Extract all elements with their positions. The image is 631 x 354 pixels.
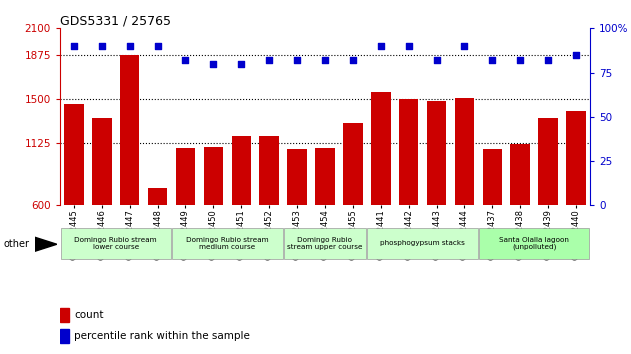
FancyBboxPatch shape	[284, 228, 366, 259]
Bar	[259, 136, 279, 205]
Text: phosphogypsum stacks: phosphogypsum stacks	[380, 240, 465, 246]
Text: Santa Olalla lagoon
(unpolluted): Santa Olalla lagoon (unpolluted)	[499, 236, 569, 250]
Bar	[175, 148, 195, 205]
Point	[69, 43, 79, 49]
FancyBboxPatch shape	[367, 228, 478, 259]
Text: percentile rank within the sample: percentile rank within the sample	[74, 331, 250, 341]
Point	[375, 43, 386, 49]
Bar	[120, 56, 139, 205]
Point	[180, 57, 191, 63]
Bar	[538, 118, 558, 205]
Bar	[92, 118, 112, 205]
Point	[97, 43, 107, 49]
Point	[571, 52, 581, 58]
FancyBboxPatch shape	[172, 228, 283, 259]
Point	[292, 57, 302, 63]
Bar	[232, 136, 251, 205]
Point	[543, 57, 553, 63]
Text: Domingo Rubio
stream upper course: Domingo Rubio stream upper course	[287, 237, 363, 250]
Bar	[371, 92, 391, 205]
Bar	[399, 99, 418, 205]
Bar	[60, 330, 69, 343]
Bar	[510, 144, 530, 205]
Text: GDS5331 / 25765: GDS5331 / 25765	[60, 14, 171, 27]
FancyBboxPatch shape	[479, 228, 589, 259]
Bar	[204, 147, 223, 205]
Text: Domingo Rubio stream
lower course: Domingo Rubio stream lower course	[74, 237, 157, 250]
FancyBboxPatch shape	[61, 228, 171, 259]
Point	[432, 57, 442, 63]
Bar	[287, 149, 307, 205]
Bar	[316, 148, 334, 205]
Point	[236, 61, 246, 67]
Point	[459, 43, 469, 49]
Bar	[427, 102, 446, 205]
Text: count: count	[74, 310, 103, 320]
Point	[404, 43, 414, 49]
Bar	[60, 308, 69, 321]
Point	[515, 57, 525, 63]
Point	[125, 43, 135, 49]
Bar	[148, 188, 167, 205]
Point	[320, 57, 330, 63]
Bar	[343, 123, 363, 205]
Text: other: other	[3, 239, 29, 249]
Bar	[483, 149, 502, 205]
Point	[264, 57, 274, 63]
Bar	[566, 111, 586, 205]
Point	[208, 61, 218, 67]
Polygon shape	[35, 237, 57, 251]
Bar	[64, 104, 84, 205]
Bar	[455, 98, 475, 205]
Point	[487, 57, 497, 63]
Point	[348, 57, 358, 63]
Text: Domingo Rubio stream
medium course: Domingo Rubio stream medium course	[186, 237, 269, 250]
Point	[153, 43, 163, 49]
